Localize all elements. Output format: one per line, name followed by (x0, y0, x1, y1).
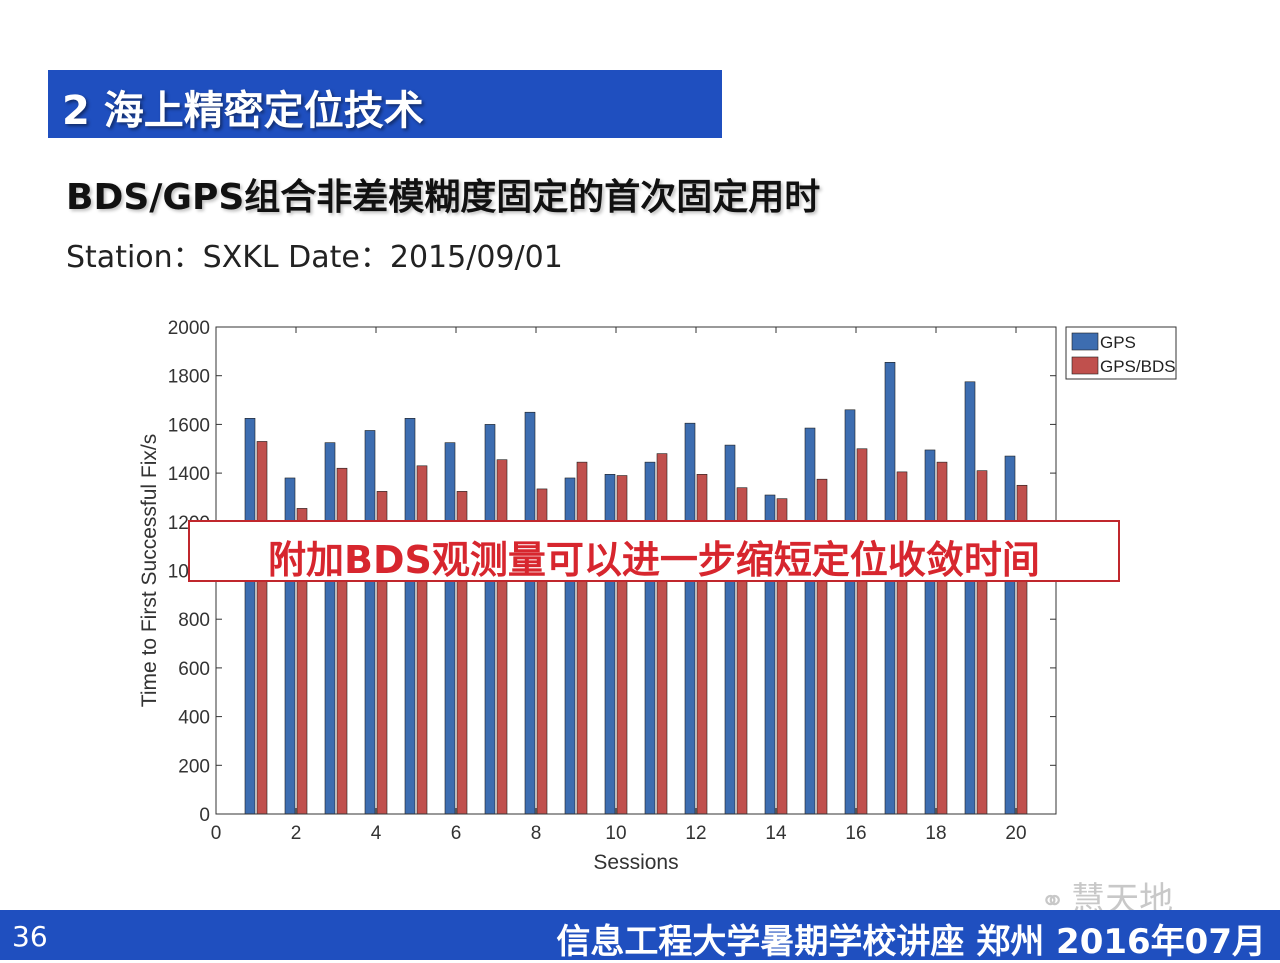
bar-gps-4 (364, 430, 376, 815)
bar-gps-16 (844, 409, 856, 815)
bar-gps-6 (444, 442, 456, 815)
x-tick-label-8: 8 (531, 823, 542, 844)
bar-gps-bds-1 (256, 441, 268, 815)
x-tick-label-6: 6 (451, 823, 462, 844)
callout-box: 附加BDS观测量可以进一步缩短定位收敛时间 (188, 520, 1120, 582)
slide-subtitle: BDS/GPS组合非差模糊度固定的首次固定用时 (66, 177, 821, 218)
x-axis-label: Sessions (593, 851, 678, 874)
bar-gps-18 (924, 449, 936, 815)
x-tick-label-4: 4 (371, 823, 382, 844)
callout-text: 附加BDS观测量可以进一步缩短定位收敛时间 (268, 538, 1040, 582)
title-bar: 2 海上精密定位技术 (48, 70, 722, 138)
bar-gps-15 (804, 427, 816, 815)
bar-gps-12 (684, 422, 696, 815)
footer-bar: 36 信息工程大学暑期学校讲座 郑州 2016年07月 (0, 910, 1280, 962)
bar-gps-17 (884, 362, 896, 815)
slide-title: 2 海上精密定位技术 (62, 88, 424, 134)
legend-label-gps: GPS (1100, 333, 1136, 352)
y-tick-label-1400: 1400 (168, 464, 210, 485)
bar-gps-bds-5 (416, 465, 428, 815)
x-tick-label-14: 14 (765, 823, 787, 844)
page-number: 36 (12, 920, 48, 953)
bar-gps-bds-18 (936, 461, 948, 815)
legend-swatch-gps-bds (1071, 356, 1099, 375)
bar-gps-13 (724, 444, 736, 815)
y-axis-label: Time to First Successful Fix/s (138, 434, 161, 707)
bar-gps-7 (484, 424, 496, 815)
bar-gps-bds-11 (656, 453, 668, 815)
x-tick-label-10: 10 (605, 823, 626, 844)
legend-swatch-gps (1071, 332, 1099, 351)
x-tick-label-18: 18 (925, 823, 946, 844)
y-tick-label-1800: 1800 (168, 367, 210, 388)
bar-gps-bds-9 (576, 461, 588, 815)
y-tick-label-200: 200 (178, 756, 210, 777)
x-tick-label-0: 0 (211, 823, 222, 844)
x-tick-label-16: 16 (845, 823, 866, 844)
bar-gps-20 (1004, 455, 1016, 815)
x-tick-label-2: 2 (291, 823, 302, 844)
bar-gps-11 (644, 461, 656, 815)
x-tick-label-12: 12 (685, 823, 706, 844)
y-tick-label-400: 400 (178, 708, 210, 729)
y-tick-label-2000: 2000 (168, 318, 210, 339)
y-tick-label-600: 600 (178, 659, 210, 680)
legend-label-gps-bds: GPS/BDS (1100, 357, 1176, 376)
y-tick-label-0: 0 (199, 805, 210, 826)
bar-gps-5 (404, 418, 416, 815)
bar-gps-19 (964, 381, 976, 815)
y-tick-label-800: 800 (178, 610, 210, 631)
footer-text: 信息工程大学暑期学校讲座 郑州 2016年07月 (556, 922, 1266, 962)
bar-gps-8 (524, 411, 536, 815)
bar-gps-bds-7 (496, 459, 508, 815)
station-date-line: Station：SXKL Date：2015/09/01 (66, 240, 563, 275)
bar-gps-3 (324, 442, 336, 815)
y-tick-label-1600: 1600 (168, 415, 210, 436)
x-tick-label-20: 20 (1005, 823, 1026, 844)
bar-chart: 0200400600800100012001400160018002000024… (138, 318, 1177, 874)
bar-gps-1 (244, 418, 256, 815)
bar-gps-bds-16 (856, 448, 868, 815)
